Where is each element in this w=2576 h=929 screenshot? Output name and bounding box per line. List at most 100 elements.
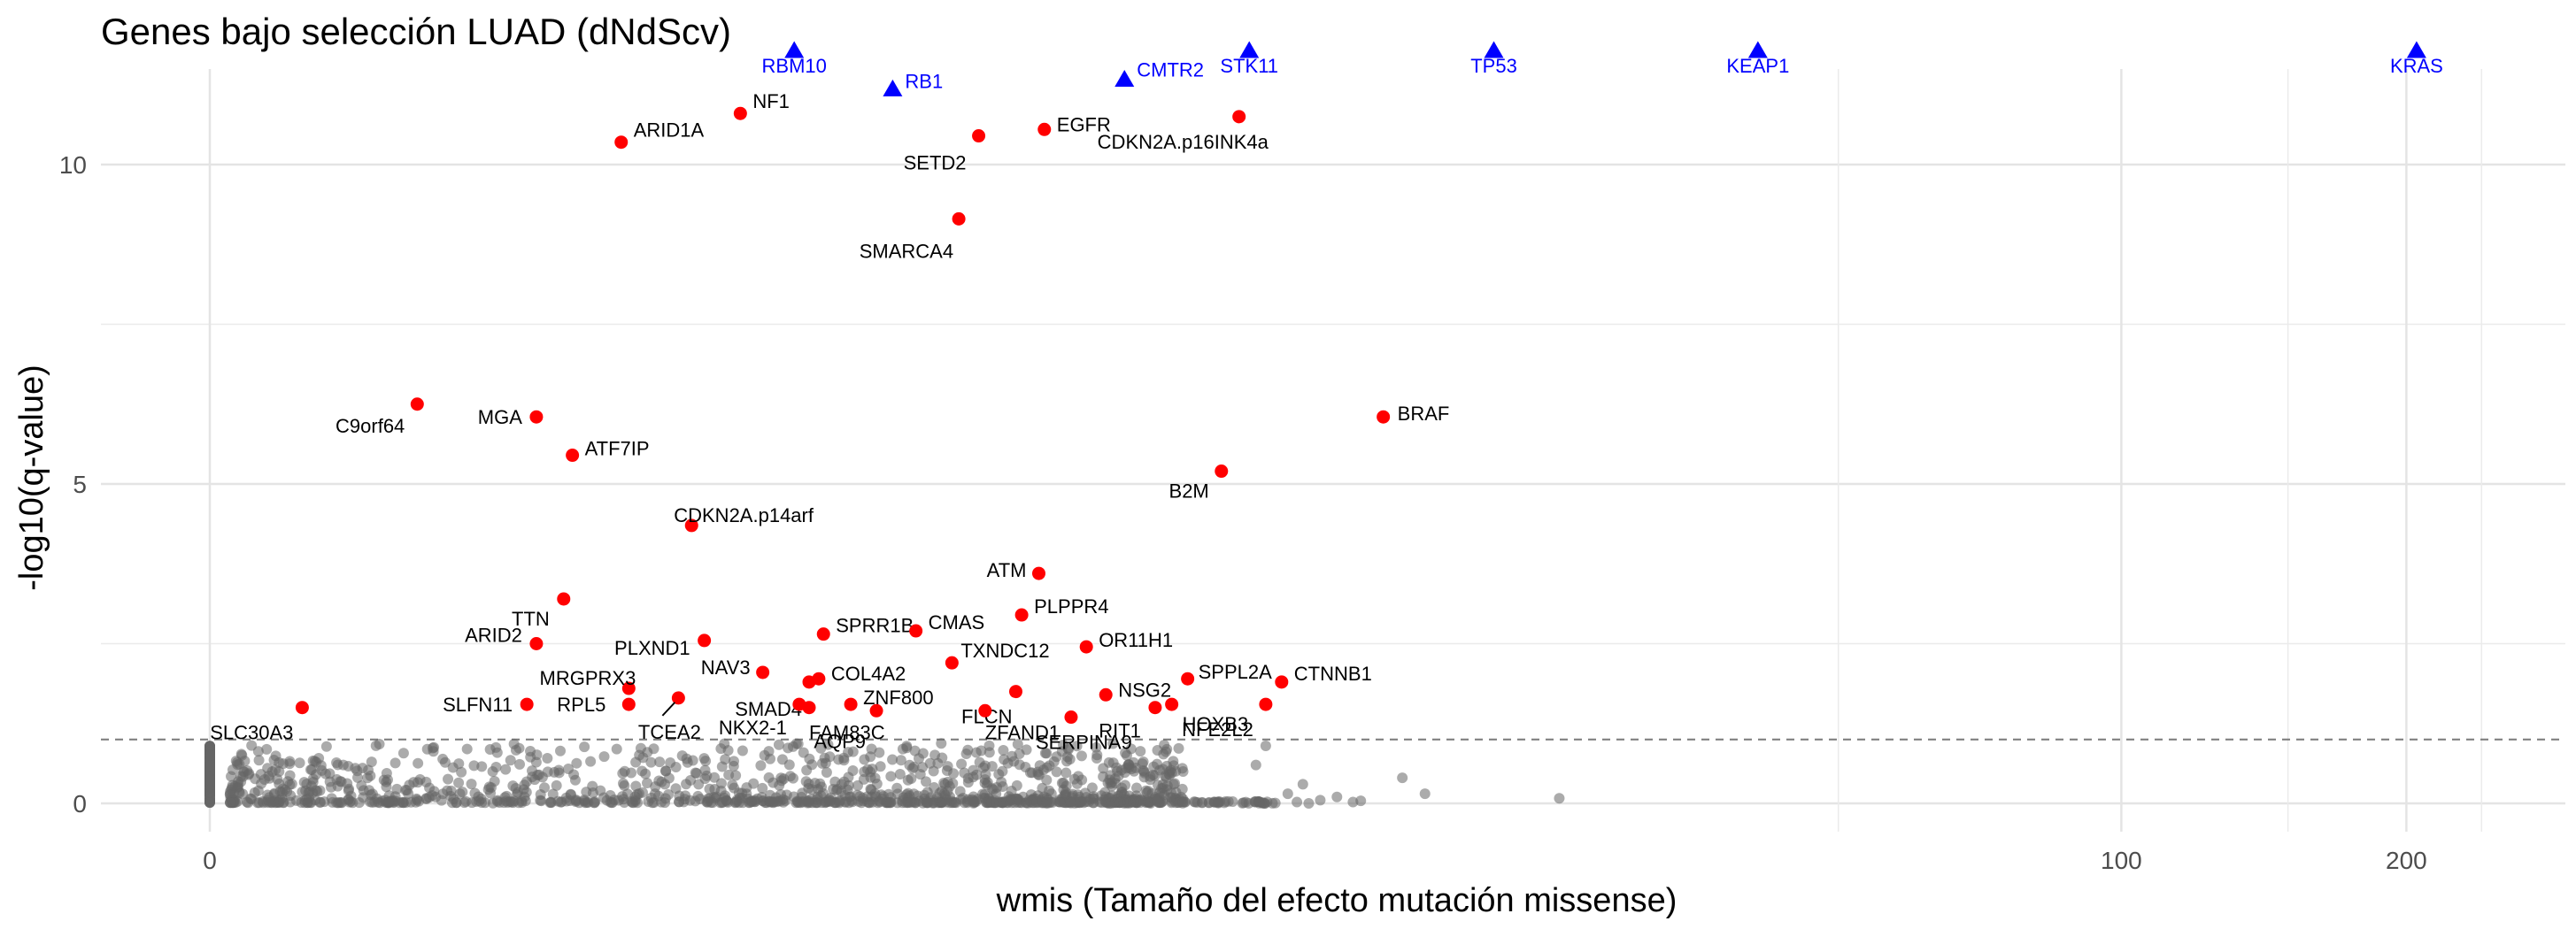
background-point [815, 790, 827, 802]
background-point [1419, 788, 1431, 800]
capped-point-rb1 [883, 79, 903, 96]
background-point [457, 787, 468, 798]
background-point [1282, 788, 1293, 800]
gene-label-keap1: KEAP1 [1726, 55, 1789, 77]
significant-point-egfr [1037, 122, 1052, 136]
background-point [369, 796, 381, 808]
gene-label-nfe2l2: NFE2L2 [1182, 718, 1253, 741]
background-point [1034, 760, 1045, 772]
background-point [981, 779, 992, 791]
background-point [224, 789, 235, 801]
significant-point-nf1 [733, 106, 747, 120]
significant-point-col4a2 [812, 672, 826, 686]
background-point [1054, 796, 1066, 808]
background-point [728, 760, 739, 772]
background-point [1051, 766, 1062, 778]
significant-point-plxnd1 [698, 633, 712, 648]
significant-point-atm [1031, 566, 1045, 580]
significant-point-serpina9 [1064, 710, 1078, 725]
significant-point-flcn [1008, 685, 1022, 699]
gene-label-fam83c: FAM83C [809, 722, 885, 744]
background-point [225, 797, 236, 809]
background-point [1145, 797, 1156, 809]
gene-label-serpina9: SERPINA9 [1036, 732, 1132, 754]
background-point [630, 780, 642, 792]
background-point [936, 738, 947, 749]
background-point [1269, 797, 1281, 809]
background-point [833, 754, 845, 765]
significant-point-braf [1377, 410, 1391, 424]
background-point [1012, 739, 1023, 750]
background-point [645, 756, 657, 768]
background-point [954, 786, 966, 797]
background-point [510, 744, 521, 756]
background-point [400, 797, 412, 809]
background-point [1347, 796, 1359, 808]
background-point [555, 745, 567, 756]
background-point [949, 796, 960, 808]
background-point [1076, 774, 1088, 786]
capped-point-kras [2406, 41, 2426, 58]
background-point [1130, 762, 1141, 773]
background-point [500, 764, 512, 775]
background-point [803, 778, 814, 789]
background-point [722, 745, 734, 756]
background-point [1080, 796, 1091, 808]
background-point [702, 796, 713, 808]
background-point [261, 743, 273, 755]
background-point [245, 793, 257, 804]
background-point [366, 756, 377, 768]
background-point [326, 781, 337, 793]
background-point [585, 756, 597, 767]
significant-point-arid2 [529, 637, 544, 650]
background-point [619, 780, 630, 792]
capped-point-keap1 [1747, 41, 1768, 58]
background-point [659, 765, 671, 777]
background-point [1238, 797, 1249, 809]
gene-label-rpl5: RPL5 [557, 694, 605, 716]
background-point [797, 787, 808, 799]
background-point [674, 796, 685, 808]
gene-label-rb1: RB1 [905, 70, 943, 92]
background-point [864, 797, 875, 809]
background-point [1331, 791, 1343, 802]
background-point [246, 740, 258, 751]
background-point [1253, 797, 1265, 809]
background-point [721, 795, 733, 807]
background-point [204, 741, 215, 753]
gene-label-rit1: RIT1 [1099, 720, 1141, 742]
background-point [1086, 782, 1098, 794]
background-point [944, 780, 955, 792]
background-point [1130, 782, 1142, 794]
background-point [227, 779, 238, 791]
background-point [699, 764, 711, 776]
background-point [389, 757, 401, 769]
significant-point-aqp9 [869, 703, 883, 718]
background-point [755, 760, 767, 772]
background-point [956, 758, 968, 770]
background-point [549, 766, 560, 778]
background-point [571, 757, 582, 769]
background-point [204, 760, 215, 772]
background-point [883, 788, 894, 800]
background-point [824, 751, 836, 763]
background-point [363, 764, 374, 776]
gene-label-mrgprx3: MRGPRX3 [540, 667, 636, 689]
background-point [871, 778, 883, 789]
gene-label-kras: KRAS [2390, 55, 2443, 77]
background-point [487, 797, 498, 809]
background-points [204, 738, 1565, 809]
chart-title: Genes bajo selección LUAD (dNdScv) [101, 11, 731, 52]
background-point [1107, 757, 1119, 769]
background-point [998, 745, 1009, 756]
background-point [468, 760, 480, 772]
background-point [1041, 748, 1053, 759]
background-point [520, 795, 531, 807]
significant-point-arid1a [614, 135, 629, 150]
background-point [847, 746, 859, 757]
background-point [253, 755, 265, 766]
background-point [1032, 769, 1044, 780]
background-point [642, 778, 653, 789]
significant-point-txndc12 [945, 656, 959, 670]
